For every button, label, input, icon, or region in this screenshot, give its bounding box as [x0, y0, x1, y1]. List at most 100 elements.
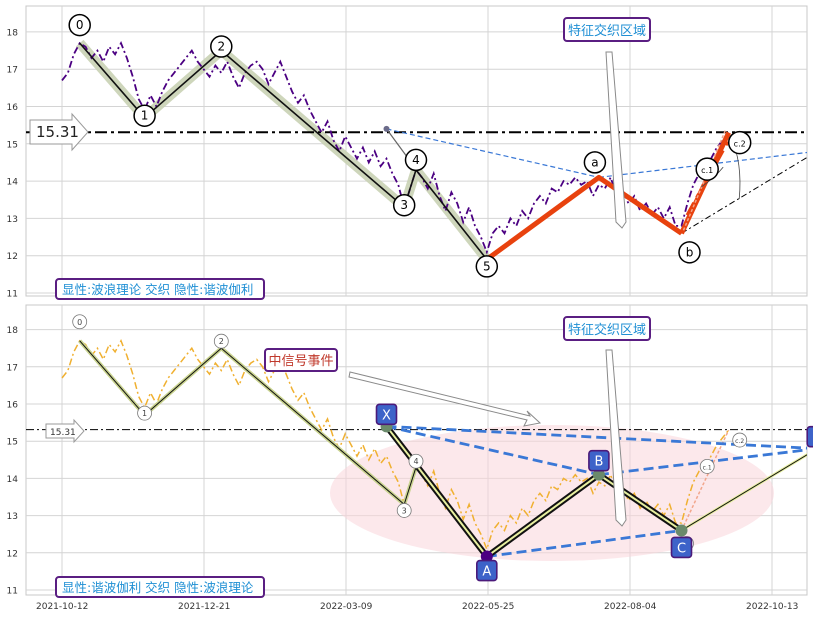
- wave-label: 5: [483, 259, 491, 273]
- harmonic-marker: [475, 559, 498, 582]
- x-tick-label: 2022-10-13: [746, 602, 798, 612]
- harmonic-ab-inner: [486, 473, 600, 558]
- wave-label-circle: [583, 151, 607, 174]
- ref-label-bottom: 15.31: [45, 418, 85, 444]
- wave-label: c.2: [734, 140, 746, 149]
- wave-label: 0: [76, 18, 84, 32]
- wave-label-circle: [137, 405, 153, 421]
- wave-label-circle: [133, 104, 156, 127]
- harmonic-ac: [486, 529, 682, 558]
- caption-top: 显性:波浪理论 交织 隐性:谐波伽利: [55, 278, 265, 300]
- wave-label-circle: [732, 432, 748, 448]
- harmonic-label: B: [594, 455, 603, 470]
- wave-label-circle: [213, 333, 229, 349]
- x-tick-label: 2022-03-09: [320, 602, 373, 612]
- harmonic-marker: [588, 449, 610, 472]
- harmonic-marker: [375, 403, 398, 426]
- y-tick-label: 12: [7, 549, 18, 559]
- abc-c-light: [682, 129, 727, 231]
- abc-correction-top: [485, 129, 741, 262]
- wave-label: b: [686, 245, 694, 259]
- wave-label-circle: [695, 157, 719, 181]
- wave-label: 4: [412, 153, 420, 167]
- wave-label: 2: [219, 337, 224, 346]
- wave-line: [79, 42, 488, 260]
- y-tick-label: 12: [7, 252, 18, 262]
- signal-box: 中信号事件: [264, 348, 542, 427]
- wave-label-circle: [392, 193, 416, 217]
- top-y-ticks: 11 12 13 14 15 16 17 18: [7, 28, 19, 299]
- ref-label-top: 15.31: [29, 112, 89, 152]
- y-tick-label: 11: [7, 587, 18, 597]
- ref-value-top: 15.31: [36, 123, 79, 141]
- ref-value-bottom: 15.31: [50, 428, 76, 438]
- wave-label-circle: [404, 148, 428, 172]
- wave-label-circle: [678, 241, 701, 264]
- wave-label: c.1: [703, 464, 712, 471]
- harmonic-xd: [386, 424, 807, 450]
- callout-text-top: 特征交织区域: [568, 23, 646, 39]
- y-tick-label: 16: [7, 401, 19, 411]
- y-tick-label: 15: [7, 438, 18, 448]
- wave-label-circle: [475, 255, 499, 278]
- harmonic-label: A: [482, 565, 491, 580]
- caption-text-bottom: 显性:谐波伽利 交织 隐性:波浪理论: [62, 580, 254, 595]
- wave-label: 3: [402, 506, 407, 515]
- wave-label: 0: [77, 318, 82, 327]
- caption-bottom: 显性:谐波伽利 交织 隐性:波浪理论: [55, 576, 265, 598]
- wave-label-circle: [72, 314, 88, 330]
- x-axis-ticks: 2021-10-12 2021-12-21 2022-03-09 2022-05-25…: [36, 602, 798, 612]
- bottom-y-ticks: 11 12 13 14 15 16 17 18: [7, 326, 19, 596]
- abc-line: [485, 174, 683, 262]
- wave-lines-top: [79, 42, 488, 260]
- harmonic-cd-inner: [681, 454, 807, 531]
- wave-label: 4: [413, 457, 418, 466]
- harmonic-xb: [386, 424, 600, 477]
- harmonic-label: X: [382, 408, 391, 423]
- callout-bottom: 特征交织区域: [563, 316, 651, 527]
- y-tick-label: 13: [7, 512, 18, 522]
- wave-label: 1: [141, 109, 149, 123]
- harmonic-point-dot: [480, 550, 493, 563]
- wave-label: 3: [400, 198, 408, 212]
- wave-label: 2: [217, 40, 225, 54]
- price-line: [61, 339, 730, 552]
- interaction-zone-ellipse: [330, 425, 774, 561]
- price-series-bottom: [61, 339, 730, 552]
- wave-labels-top: 0 1 2 3 4 5 a b c.1 c.2: [68, 13, 752, 278]
- wave-label-circle: [210, 35, 233, 58]
- signal-text: 中信号事件: [268, 354, 333, 369]
- wave-label-circle: [68, 13, 91, 37]
- wave-label: c.1: [701, 166, 713, 175]
- harmonic-point-dot: [592, 468, 605, 481]
- callout-top: 特征交织区域: [563, 17, 651, 229]
- y-tick-label: 15: [7, 140, 18, 150]
- harmonic-pattern-top: [383, 125, 807, 234]
- x-tick-label: 2021-12-21: [178, 602, 230, 612]
- wave-label-circle: [727, 130, 752, 155]
- harmonic-xa-inner: [385, 425, 488, 558]
- callout-text-bottom: 特征交织区域: [568, 322, 646, 338]
- harmonic-x-dot: [383, 125, 390, 132]
- wave-label-circle: [408, 453, 424, 469]
- harmonic-bc-inner: [598, 473, 683, 532]
- harmonic-bd: [598, 151, 807, 178]
- y-tick-label: 17: [7, 66, 18, 76]
- y-tick-label: 18: [7, 28, 19, 38]
- x-tick-label: 2022-05-25: [462, 602, 514, 612]
- y-tick-label: 18: [7, 326, 19, 336]
- wave-label: c.2: [735, 438, 744, 445]
- harmonic-marker: [806, 425, 813, 448]
- y-tick-label: 17: [7, 363, 18, 373]
- wave-label-circle: [396, 503, 412, 518]
- harmonic-label: C: [677, 541, 686, 556]
- caption-text-top: 显性:波浪理论 交织 隐性:谐波伽利: [62, 282, 253, 297]
- harmonic-marker: [670, 536, 693, 559]
- pattern-labels-bottom: 01234bc.1c.2XABCD: [72, 314, 813, 582]
- wave-label: 1: [142, 409, 147, 418]
- y-tick-label: 11: [7, 290, 18, 300]
- harmonic-xb: [386, 128, 600, 178]
